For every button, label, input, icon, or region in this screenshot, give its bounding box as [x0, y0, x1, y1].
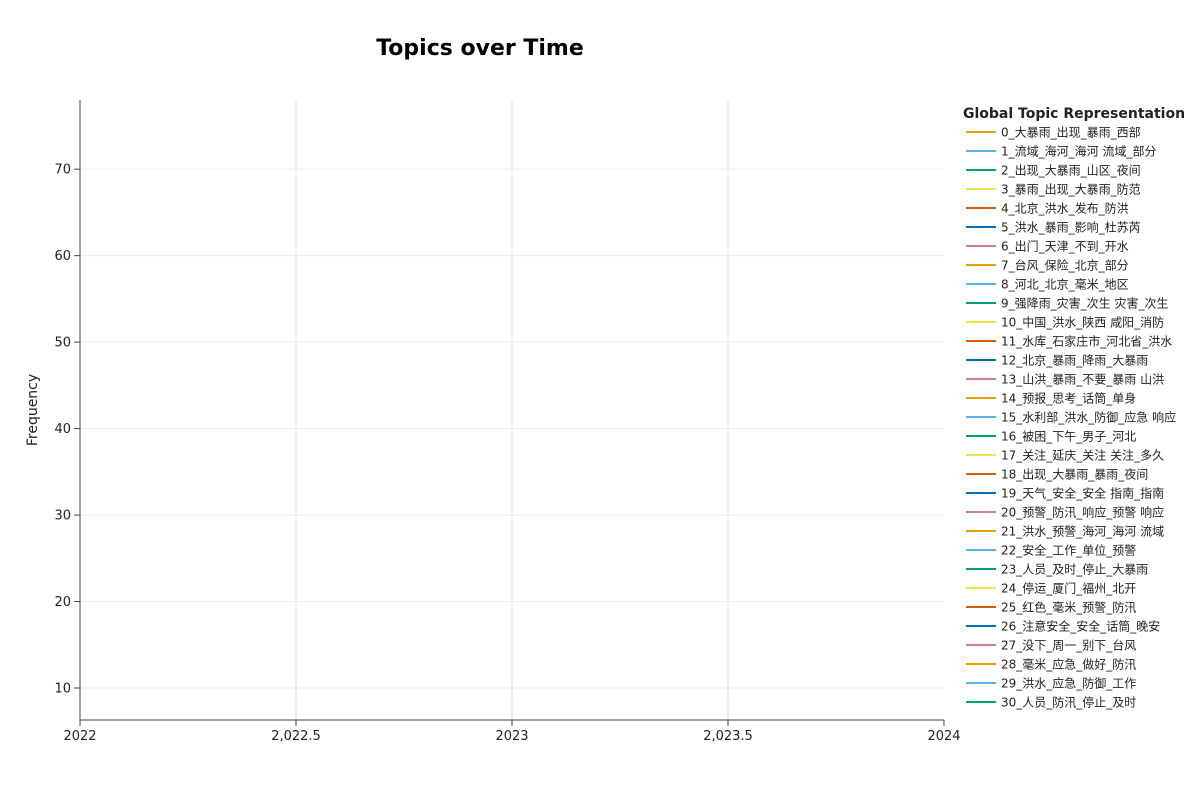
legend-item[interactable]: 14_预报_思考_话筒_单身 — [966, 391, 1136, 406]
legend-label: 0_大暴雨_出现_暴雨_西部 — [1001, 125, 1141, 140]
legend-label: 22_安全_工作_单位_预警 — [1001, 543, 1136, 558]
legend-label: 21_洪水_预警_海河_海河 流域 — [1001, 524, 1164, 539]
legend-item[interactable]: 26_注意安全_安全_话筒_晚安 — [966, 619, 1160, 634]
legend-item[interactable]: 25_红色_毫米_预警_防汛 — [966, 600, 1136, 615]
x-tick-label: 2023 — [495, 729, 528, 744]
legend-label: 11_水库_石家庄市_河北省_洪水 — [1001, 334, 1172, 349]
legend-item[interactable]: 29_洪水_应急_防御_工作 — [966, 676, 1136, 691]
legend-item[interactable]: 0_大暴雨_出现_暴雨_西部 — [966, 125, 1141, 140]
legend-label: 24_停运_厦门_福州_北开 — [1001, 581, 1136, 596]
legend-item[interactable]: 24_停运_厦门_福州_北开 — [966, 581, 1136, 596]
legend-item[interactable]: 30_人员_防汛_停止_及时 — [966, 695, 1136, 710]
legend-label: 23_人员_及时_停止_大暴雨 — [1001, 562, 1148, 577]
y-tick-label: 20 — [54, 595, 71, 610]
legend-item[interactable]: 1_流域_海河_海河 流域_部分 — [966, 144, 1156, 159]
legend-label: 30_人员_防汛_停止_及时 — [1001, 695, 1136, 710]
legend-label: 14_预报_思考_话筒_单身 — [1001, 391, 1136, 406]
y-axis-label: Frequency — [25, 374, 41, 446]
legend-label: 28_毫米_应急_做好_防汛 — [1001, 657, 1136, 672]
legend-item[interactable]: 10_中国_洪水_陕西 咸阳_消防 — [966, 315, 1164, 330]
legend-item[interactable]: 2_出现_大暴雨_山区_夜间 — [966, 163, 1141, 178]
axes: 2022 2,022.5 2023 2,023.5 2024 10 20 30 40 50 60 70 — [54, 100, 961, 744]
legend-item[interactable]: 11_水库_石家庄市_河北省_洪水 — [966, 334, 1172, 349]
legend-item[interactable]: 6_出门_天津_不到_开水 — [966, 239, 1129, 254]
legend-label: 8_河北_北京_毫米_地区 — [1001, 277, 1129, 292]
y-tick-label: 10 — [54, 682, 71, 697]
legend-item[interactable]: 4_北京_洪水_发布_防洪 — [966, 201, 1129, 216]
legend-item[interactable]: 22_安全_工作_单位_预警 — [966, 543, 1136, 558]
legend-label: 3_暴雨_出现_大暴雨_防范 — [1001, 182, 1141, 197]
legend-label: 10_中国_洪水_陕西 咸阳_消防 — [1001, 315, 1164, 330]
grid-layer — [80, 100, 944, 720]
legend-title: Global Topic Representation — [963, 106, 1185, 122]
legend-item[interactable]: 8_河北_北京_毫米_地区 — [966, 277, 1129, 292]
legend-item[interactable]: 18_出现_大暴雨_暴雨_夜间 — [966, 467, 1148, 482]
x-tick-label: 2022 — [63, 729, 96, 744]
legend-item[interactable]: 16_被困_下午_男子_河北 — [966, 430, 1136, 444]
legend-item[interactable]: 27_没下_周一_别下_台风 — [966, 638, 1136, 653]
y-tick-label: 60 — [54, 249, 71, 264]
legend-item[interactable]: 3_暴雨_出现_大暴雨_防范 — [966, 182, 1141, 197]
legend-label: 19_天气_安全_安全 指南_指南 — [1001, 486, 1164, 501]
legend-label: 18_出现_大暴雨_暴雨_夜间 — [1001, 467, 1148, 482]
legend-label: 6_出门_天津_不到_开水 — [1001, 239, 1129, 254]
legend-item[interactable]: 9_强降雨_灾害_次生 灾害_次生 — [966, 296, 1168, 311]
legend-label: 26_注意安全_安全_话筒_晚安 — [1001, 619, 1160, 634]
x-tick-label: 2,023.5 — [703, 729, 753, 744]
legend-item[interactable]: 28_毫米_应急_做好_防汛 — [966, 657, 1136, 672]
legend-label: 20_预警_防汛_响应_预警 响应 — [1001, 505, 1164, 520]
legend-item[interactable]: 12_北京_暴雨_降雨_大暴雨 — [966, 354, 1148, 368]
legend-label: 29_洪水_应急_防御_工作 — [1001, 676, 1136, 691]
legend-label: 15_水利部_洪水_防御_应急 响应 — [1001, 410, 1176, 425]
x-tick-label: 2,022.5 — [271, 729, 321, 744]
legend-item[interactable]: 5_洪水_暴雨_影响_杜苏芮 — [966, 220, 1141, 235]
legend-label: 2_出现_大暴雨_山区_夜间 — [1001, 163, 1141, 178]
y-tick-label: 30 — [54, 509, 71, 524]
legend-label: 17_关注_延庆_关注 关注_多久 — [1001, 448, 1164, 463]
legend-label: 1_流域_海河_海河 流域_部分 — [1001, 144, 1156, 159]
x-tick-label: 2024 — [927, 729, 960, 744]
legend-label: 25_红色_毫米_预警_防汛 — [1001, 600, 1136, 615]
chart-title: Topics over Time — [376, 36, 584, 61]
legend-label: 9_强降雨_灾害_次生 灾害_次生 — [1001, 296, 1168, 311]
legend-label: 7_台风_保险_北京_部分 — [1001, 258, 1129, 273]
legend-item[interactable]: 17_关注_延庆_关注 关注_多久 — [966, 448, 1164, 463]
legend[interactable]: 0_大暴雨_出现_暴雨_西部 1_流域_海河_海河 流域_部分 2_出现_大暴雨_山… — [966, 125, 1176, 710]
legend-item[interactable]: 23_人员_及时_停止_大暴雨 — [966, 562, 1148, 577]
legend-item[interactable]: 20_预警_防汛_响应_预警 响应 — [966, 505, 1164, 520]
legend-label: 13_山洪_暴雨_不要_暴雨 山洪 — [1001, 373, 1164, 387]
legend-label: 16_被困_下午_男子_河北 — [1001, 430, 1136, 444]
legend-item[interactable]: 19_天气_安全_安全 指南_指南 — [966, 486, 1164, 501]
y-tick-label: 40 — [54, 422, 71, 437]
y-tick-label: 50 — [54, 336, 71, 351]
legend-label: 12_北京_暴雨_降雨_大暴雨 — [1001, 354, 1148, 368]
legend-label: 4_北京_洪水_发布_防洪 — [1001, 201, 1129, 216]
legend-label: 5_洪水_暴雨_影响_杜苏芮 — [1001, 220, 1141, 235]
legend-label: 27_没下_周一_别下_台风 — [1001, 638, 1136, 653]
legend-item[interactable]: 7_台风_保险_北京_部分 — [966, 258, 1129, 273]
y-tick-label: 70 — [54, 163, 71, 178]
legend-item[interactable]: 13_山洪_暴雨_不要_暴雨 山洪 — [966, 373, 1164, 387]
legend-item[interactable]: 15_水利部_洪水_防御_应急 响应 — [966, 410, 1176, 425]
legend-item[interactable]: 21_洪水_预警_海河_海河 流域 — [966, 524, 1164, 539]
